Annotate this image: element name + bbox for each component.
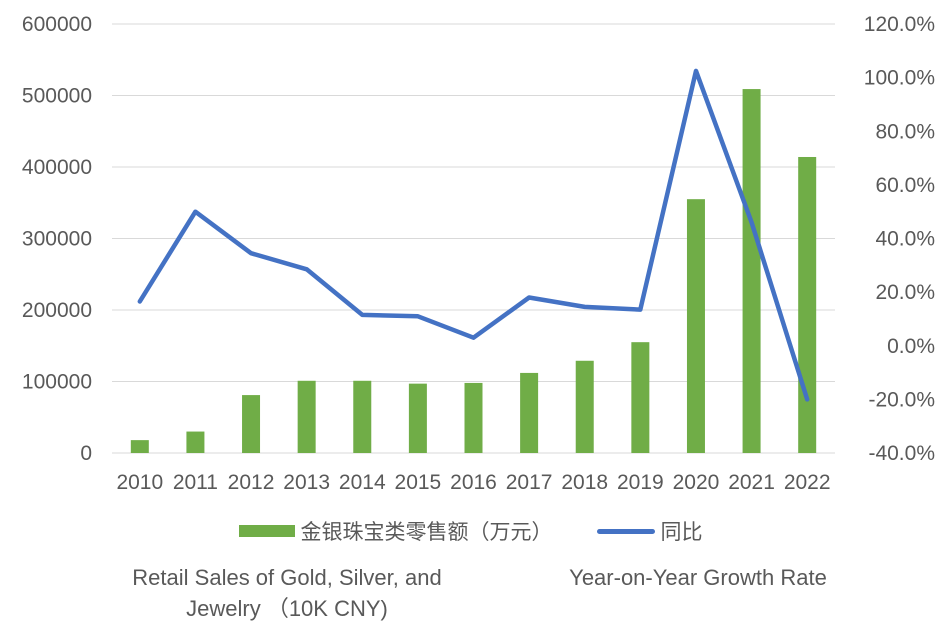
legend-bar-label: 金银珠宝类零售额（万元）: [301, 516, 553, 546]
growth-rate-line: [140, 71, 807, 400]
caption-right: Year-on-Year Growth Rate: [538, 562, 858, 593]
right-tick-label: 40.0%: [875, 228, 935, 251]
right-tick-label: 80.0%: [875, 120, 935, 143]
bar: [242, 395, 260, 453]
legend: 金银珠宝类零售额（万元） 同比: [0, 516, 941, 546]
x-tick-label: 2010: [116, 471, 163, 494]
bar: [743, 89, 761, 453]
left-tick-label: 600000: [22, 13, 92, 36]
x-tick-label: 2015: [395, 471, 442, 494]
legend-bar-swatch: [239, 525, 295, 537]
x-axis: 2010 2011 2012 2013 2014 2015 2016 2017 2018 2019…: [116, 471, 830, 494]
x-tick-label: 2016: [450, 471, 497, 494]
x-tick-label: 2017: [506, 471, 553, 494]
bar: [298, 381, 316, 453]
left-tick-label: 300000: [22, 228, 92, 251]
bar: [631, 342, 649, 453]
legend-item-line: 同比: [597, 516, 703, 546]
x-tick-label: 2018: [561, 471, 608, 494]
bar: [798, 157, 816, 453]
x-tick-label: 2014: [339, 471, 386, 494]
x-tick-label: 2021: [728, 471, 775, 494]
bar: [576, 361, 594, 453]
right-y-axis: -40.0% -20.0% 0.0% 20.0% 40.0% 60.0% 80.0% 100.…: [864, 13, 935, 465]
right-tick-label: -20.0%: [868, 388, 935, 411]
bar: [687, 199, 705, 453]
right-tick-label: 60.0%: [875, 174, 935, 197]
bar: [131, 440, 149, 453]
x-tick-label: 2020: [673, 471, 720, 494]
right-tick-label: 20.0%: [875, 281, 935, 304]
bar-series: [131, 89, 816, 453]
combo-chart-svg: 0 100000 200000 300000 400000 500000 600000 -4…: [0, 0, 941, 510]
caption-left: Retail Sales of Gold, Silver, and Jewelr…: [98, 562, 476, 624]
right-tick-label: 120.0%: [864, 13, 935, 36]
bar: [465, 383, 483, 453]
caption-left-line1: Retail Sales of Gold, Silver, and: [98, 562, 476, 593]
left-y-axis: 0 100000 200000 300000 400000 500000 600000: [22, 13, 92, 465]
bar: [409, 384, 427, 453]
right-tick-label: 100.0%: [864, 67, 935, 90]
left-tick-label: 100000: [22, 371, 92, 394]
caption-left-line2: Jewelry （10K CNY): [98, 593, 476, 624]
x-tick-label: 2013: [283, 471, 330, 494]
left-tick-label: 500000: [22, 85, 92, 108]
line-series: [140, 71, 808, 400]
bar: [186, 432, 204, 453]
bar: [520, 373, 538, 453]
left-tick-label: 200000: [22, 299, 92, 322]
legend-line-swatch: [597, 529, 655, 534]
x-tick-label: 2012: [228, 471, 275, 494]
x-tick-label: 2019: [617, 471, 664, 494]
legend-item-bar: 金银珠宝类零售额（万元）: [239, 516, 553, 546]
right-tick-label: 0.0%: [887, 335, 935, 358]
legend-line-label: 同比: [661, 516, 703, 546]
right-tick-label: -40.0%: [868, 442, 935, 465]
left-tick-label: 0: [80, 442, 92, 465]
bar: [353, 381, 371, 453]
left-tick-label: 400000: [22, 156, 92, 179]
x-tick-label: 2011: [173, 471, 218, 494]
x-tick-label: 2022: [784, 471, 831, 494]
